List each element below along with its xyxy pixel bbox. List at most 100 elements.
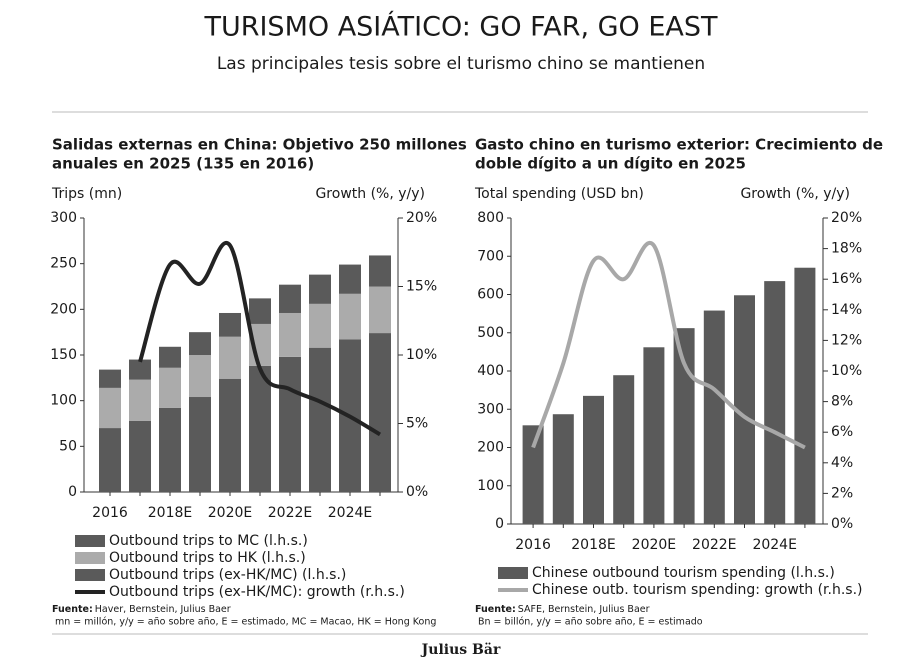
y2-tick-label: 20% [406,210,437,226]
y2-tick-label: 18% [831,241,862,257]
bar [643,347,665,524]
bar [159,407,181,492]
bar [159,346,181,368]
growth-line [531,240,806,450]
bar [129,420,151,492]
bar [552,414,574,524]
bar [369,255,391,287]
source: Fuente: Haver, Bernstein, Julius Baer [52,604,231,615]
footer-logo: Julius Bär [420,642,501,658]
bar [613,375,635,524]
y-tick-label: 400 [477,363,504,379]
y-tick-label: 500 [477,325,504,341]
y-tick-label: 50 [59,438,77,454]
bar [129,359,151,380]
legend-label: Chinese outbound tourism spending (l.h.s… [532,565,835,581]
bar [159,367,181,408]
chart-title: anuales en 2025 (135 en 2016) [52,155,314,173]
bar [279,356,301,492]
y2-tick-label: 15% [406,279,437,295]
y-tick-label: 100 [477,478,504,494]
chart-title: Salidas externas en China: Objetivo 250 … [52,136,467,154]
y2-tick-label: 6% [831,424,853,440]
y2-tick-label: 8% [831,394,853,410]
y2-tick-label: 5% [406,416,428,432]
legend-label: Outbound trips (ex-HK/MC): growth (r.h.s… [109,584,405,600]
source-label: Fuente: [475,604,516,615]
legend-label: Outbound trips (ex-HK/MC) (l.h.s.) [109,567,346,583]
x-tick-label: 2016 [515,537,551,553]
bar [369,333,391,492]
y2-tick-label: 20% [831,210,862,226]
y2-tick-label: 16% [831,271,862,287]
x-tick-label: 2018E [571,537,615,553]
bar [703,310,725,524]
bar [189,397,211,492]
y-axis-label: Total spending (USD bn) [474,186,644,202]
page-title: TURISMO ASIÁTICO: GO FAR, GO EAST [203,11,718,43]
y2-tick-label: 14% [831,302,862,318]
bar [309,347,331,492]
bar [339,293,361,340]
legend-swatch [75,569,105,581]
bar [219,312,241,337]
x-tick-label: 2022E [692,537,736,553]
page-subtitle: Las principales tesis sobre el turismo c… [217,54,705,74]
source-note: mn = millón, y/y = año sobre año, E = es… [55,617,436,628]
bar [583,395,604,524]
y-tick-label: 700 [477,248,504,264]
y-tick-label: 600 [477,287,504,303]
chart-title: doble dígito a un dígito en 2025 [475,155,746,173]
bar [189,355,211,398]
y2-tick-label: 0% [831,516,853,532]
legend-swatch [75,535,105,547]
bar [339,264,361,294]
bar [309,303,331,348]
x-tick-label: 2024E [752,537,796,553]
source: Fuente: SAFE, Bernstein, Julius Baer [475,604,650,615]
y-tick-label: 300 [50,210,77,226]
x-tick-label: 2016 [92,505,128,521]
y-tick-label: 250 [50,256,77,272]
y-tick-label: 0 [495,516,504,532]
legend-label: Chinese outb. tourism spending: growth (… [532,582,863,598]
source-text: Haver, Bernstein, Julius Baer [95,604,231,615]
y2-tick-label: 4% [831,455,853,471]
x-tick-label: 2020E [208,505,252,521]
y2-tick-label: 12% [831,332,862,348]
y-tick-label: 100 [50,393,77,409]
source-note: Bn = billón, y/y = año sobre año, E = es… [478,617,703,628]
y2-tick-label: 2% [831,485,853,501]
y-tick-label: 150 [50,347,77,363]
y2-tick-label: 10% [831,363,862,379]
y-tick-label: 300 [477,401,504,417]
chart-title: Gasto chino en turismo exterior: Crecimi… [475,136,883,154]
legend-label: Outbound trips to HK (l.h.s.) [109,550,306,566]
y-tick-label: 200 [477,440,504,456]
bar [129,379,151,421]
bar [673,328,695,524]
x-tick-label: 2018E [148,505,192,521]
bar [219,378,241,492]
legend-label: Outbound trips to MC (l.h.s.) [109,533,308,549]
bar [369,286,391,334]
y-tick-label: 800 [477,210,504,226]
bar [764,281,786,524]
bar [219,336,241,379]
y2-axis-label: Growth (%, y/y) [740,186,850,202]
bar [249,298,271,324]
x-tick-label: 2022E [268,505,312,521]
bar [734,295,755,524]
bar [99,369,121,388]
x-tick-label: 2020E [632,537,676,553]
bar [309,274,331,304]
legend-swatch [498,567,528,579]
source-label: Fuente: [52,604,93,615]
bar [279,312,301,357]
bar [794,267,816,524]
y2-tick-label: 0% [406,484,428,500]
y2-tick-label: 10% [406,347,437,363]
bar [99,387,121,429]
bar [249,365,271,492]
